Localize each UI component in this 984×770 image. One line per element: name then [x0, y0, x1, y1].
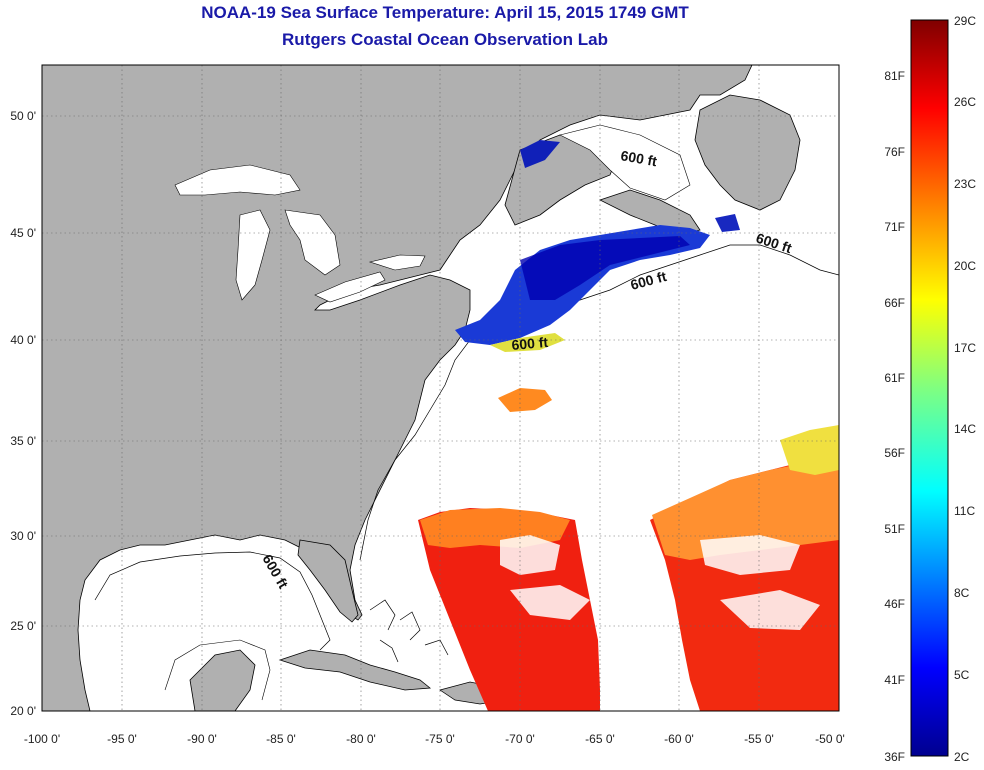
lon-tick-label: -100 0' — [24, 732, 60, 746]
colorbar-f-label: 61F — [884, 371, 905, 385]
sst-offshore-eddy — [498, 388, 552, 412]
colorbar-f-label: 71F — [884, 220, 905, 234]
gulf-shelf-isobath — [94, 551, 331, 651]
lat-tick-labels: 50 0' 45 0' 40 0' 35 0' 30 0' 25 0' 20 0… — [10, 109, 36, 718]
lat-tick-label: 30 0' — [10, 529, 36, 543]
colorbar-c-label: 23C — [954, 177, 976, 191]
lat-tick-label: 40 0' — [10, 333, 36, 347]
colorbar-f-label: 66F — [884, 296, 905, 310]
lake-erie — [314, 271, 386, 303]
sst-shelf-edge-warm — [490, 333, 565, 352]
colorbar-f-label: 76F — [884, 145, 905, 159]
lat-tick-label: 20 0' — [10, 704, 36, 718]
sst-st-lawrence-patch — [520, 140, 560, 168]
lat-tick-label: 25 0' — [10, 619, 36, 633]
lon-tick-label: -95 0' — [107, 732, 137, 746]
lat-tick-label: 50 0' — [10, 109, 36, 123]
nova-scotia-land — [598, 189, 701, 236]
map-title: NOAA-19 Sea Surface Temperature: April 1… — [201, 3, 689, 22]
colorbar-f-label: 46F — [884, 597, 905, 611]
isobath-label: 600 ft — [619, 147, 658, 169]
sst-eastern-swath-orange — [652, 456, 839, 560]
map-subtitle: Rutgers Coastal Ocean Observation Lab — [282, 30, 608, 49]
colorbar-c-label: 5C — [954, 668, 970, 682]
colorbar-c-label: 17C — [954, 341, 976, 355]
colorbar-celsius-labels: 29C 26C 23C 20C 17C 14C 11C 8C 5C 2C — [954, 14, 976, 764]
yucatan-land — [189, 649, 256, 711]
colorbar-c-label: 11C — [954, 504, 975, 518]
colorbar-c-label: 14C — [954, 422, 976, 436]
colorbar-c-label: 2C — [954, 750, 970, 764]
north-america-land — [42, 65, 753, 711]
sst-eastern-swath-yellow — [780, 425, 839, 475]
lon-tick-label: -60 0' — [664, 732, 694, 746]
yucatan-shelf — [164, 639, 271, 701]
colorbar-c-label: 29C — [954, 14, 976, 28]
lon-tick-labels: -100 0' -95 0' -90 0' -85 0' -80 0' -75 … — [24, 732, 845, 746]
lat-tick-label: 35 0' — [10, 434, 36, 448]
lon-tick-label: -85 0' — [266, 732, 296, 746]
sst-eastern-clouds — [700, 535, 820, 630]
bahamas-islands — [369, 599, 449, 663]
colorbar-f-label: 36F — [884, 750, 905, 764]
lon-tick-label: -90 0' — [187, 732, 217, 746]
lake-michigan — [235, 209, 271, 301]
colorbar-f-label: 41F — [884, 673, 905, 687]
lake-ontario — [368, 254, 426, 271]
lon-tick-label: -65 0' — [585, 732, 615, 746]
sst-gulf-of-maine-dark — [520, 236, 690, 300]
lon-tick-label: -70 0' — [505, 732, 535, 746]
lat-tick-label: 45 0' — [10, 226, 36, 240]
lake-superior — [174, 164, 301, 196]
newfoundland-land — [694, 94, 801, 211]
colorbar-f-label: 51F — [884, 522, 905, 536]
lon-tick-label: -50 0' — [815, 732, 845, 746]
lon-tick-label: -55 0' — [744, 732, 774, 746]
cuba-land — [278, 649, 432, 691]
florida-land — [297, 539, 359, 623]
lon-tick-label: -80 0' — [346, 732, 376, 746]
colorbar — [910, 19, 949, 757]
sst-newfoundland-patch — [715, 214, 740, 232]
lake-huron — [284, 209, 341, 276]
colorbar-c-label: 8C — [954, 586, 970, 600]
colorbar-c-label: 26C — [954, 95, 976, 109]
colorbar-f-label: 56F — [884, 446, 905, 460]
colorbar-c-label: 20C — [954, 259, 976, 273]
isobath-label: 600 ft — [511, 334, 549, 353]
map-frame — [41, 64, 840, 712]
colorbar-fahrenheit-labels: 81F 76F 71F 66F 61F 56F 51F 46F 41F 36F — [884, 69, 905, 764]
lon-tick-label: -75 0' — [425, 732, 455, 746]
colorbar-f-label: 81F — [884, 69, 905, 83]
sst-western-clouds — [500, 535, 590, 620]
